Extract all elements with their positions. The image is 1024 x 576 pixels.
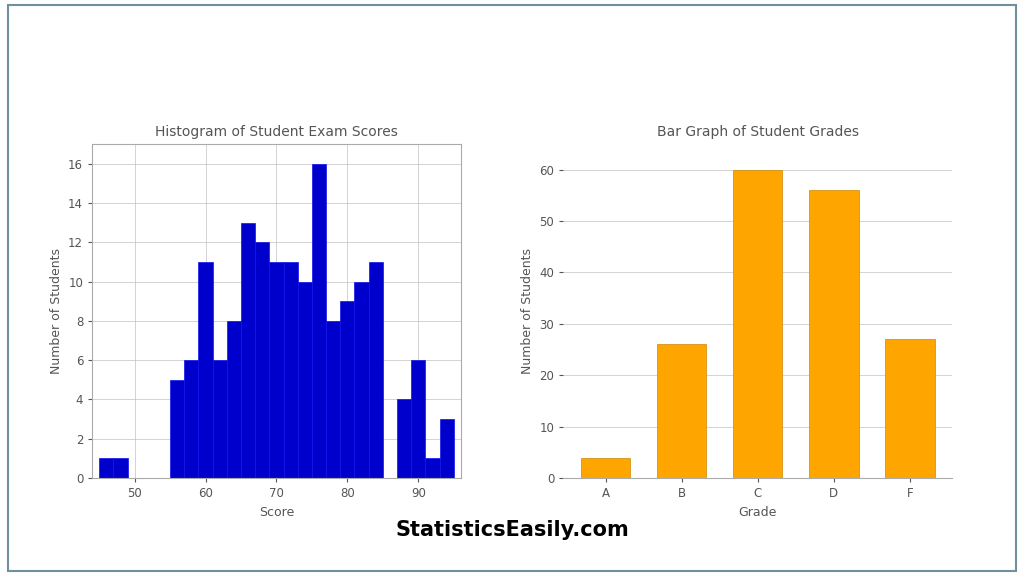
Bar	[657, 344, 707, 478]
Bar	[733, 170, 782, 478]
Bar	[184, 360, 199, 478]
Y-axis label: Number of Students: Number of Students	[49, 248, 62, 374]
Title: Histogram of Student Exam Scores: Histogram of Student Exam Scores	[155, 124, 398, 139]
Bar	[425, 458, 439, 478]
Title: Bar Graph of Student Grades: Bar Graph of Student Grades	[656, 124, 859, 139]
Bar	[114, 458, 128, 478]
Bar	[354, 282, 369, 478]
Bar	[412, 360, 425, 478]
Bar	[269, 262, 284, 478]
Bar	[241, 222, 255, 478]
Text: StatisticsEasily.com: StatisticsEasily.com	[395, 520, 629, 540]
Bar	[213, 360, 227, 478]
Bar	[581, 457, 631, 478]
Bar	[439, 419, 454, 478]
Bar	[199, 262, 213, 478]
Bar	[227, 321, 241, 478]
Bar	[255, 242, 269, 478]
Y-axis label: Number of Students: Number of Students	[521, 248, 534, 374]
Bar	[397, 400, 412, 478]
Bar	[99, 458, 114, 478]
Bar	[170, 380, 184, 478]
Bar	[298, 282, 312, 478]
Bar	[326, 321, 340, 478]
Bar	[312, 164, 326, 478]
X-axis label: Score: Score	[259, 506, 294, 518]
Bar	[809, 190, 858, 478]
Bar	[340, 301, 354, 478]
Bar	[369, 262, 383, 478]
Bar	[284, 262, 298, 478]
X-axis label: Grade: Grade	[738, 506, 777, 518]
Bar	[885, 339, 935, 478]
